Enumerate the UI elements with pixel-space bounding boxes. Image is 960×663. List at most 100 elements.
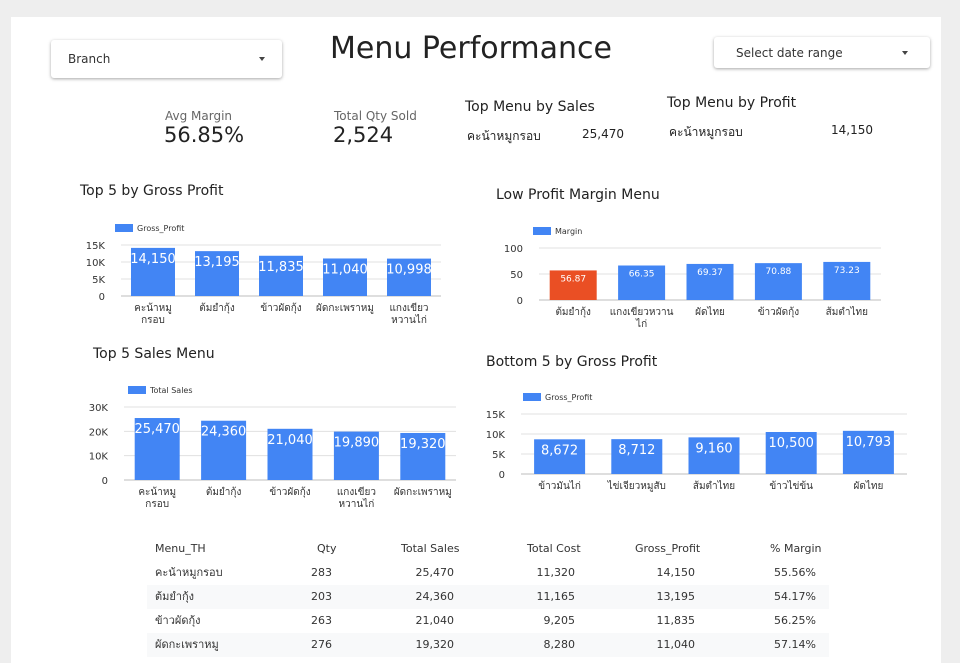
bar (842, 430, 894, 474)
legend-swatch (115, 224, 133, 232)
table-cell: คะน้าหมูกรอบ (155, 566, 223, 579)
table-row[interactable]: ผัดกะเพราหมู 276 19,320 8,280 11,040 57.14% (147, 633, 829, 657)
data-label: 10,998 (386, 263, 432, 278)
chart-top5-sales: 0 10K 20K 30K Total Sales 25,470 คะน้าหมูกรอบ 2… (89, 386, 456, 510)
chart-title-top5-gross-profit: Top 5 by Gross Profit (80, 183, 224, 199)
data-label: 11,835 (258, 260, 304, 275)
data-label: 73.23 (834, 266, 860, 276)
x-tick-label: หวานไก่ (391, 314, 427, 326)
table-cell: 263 (311, 614, 332, 627)
x-tick-label: แกงเขียวหวาน (610, 306, 674, 318)
table-cell: 21,040 (415, 614, 455, 627)
y-tick-label: 5K (492, 450, 505, 461)
legend-label: Margin (555, 227, 582, 236)
avg-margin-value: 56.85% (164, 123, 245, 147)
x-tick-label: ต้มยำกุ้ง (555, 306, 591, 318)
table-cell: ข้าวผัดกุ้ง (155, 614, 201, 627)
bar (765, 432, 817, 474)
y-tick-label: 100 (504, 244, 523, 255)
branch-dropdown[interactable]: Branch (51, 40, 282, 78)
x-tick-label: ต้มยำกุ้ง (199, 302, 235, 314)
data-label: 56.87 (560, 274, 586, 284)
y-tick-label: 10K (86, 258, 106, 269)
x-tick-label: ข้าวไข่ข้น (769, 480, 813, 492)
table-row[interactable]: คะน้าหมูกรอบ 283 25,470 11,320 14,150 55.56% (147, 561, 829, 585)
bar (686, 263, 734, 300)
y-tick-label: 30K (89, 403, 109, 414)
data-label: 8,672 (541, 443, 578, 458)
table-header[interactable]: Total Sales (401, 542, 460, 555)
y-tick-label: 20K (89, 427, 109, 438)
top-profit-title: Top Menu by Profit (667, 95, 797, 111)
table-header[interactable]: Total Cost (527, 542, 581, 555)
x-tick-label: ข้าวผัดกุ้ง (260, 302, 301, 314)
table-header-row: Menu_TH Qty Total Sales Total Cost Gross… (147, 537, 829, 561)
bar (549, 270, 597, 300)
chart-bottom5-gross-profit: 0 5K 10K 15K Gross_Profit 8,672 ข้าวมันไก่ 8,71… (486, 393, 907, 492)
x-tick-label: ส้มตำไทย (826, 306, 868, 318)
bar (333, 431, 379, 480)
chart-title-low-margin: Low Profit Margin Menu (496, 187, 660, 203)
y-tick-label: 10K (89, 452, 109, 463)
data-label: 14,150 (130, 252, 176, 267)
table-header[interactable]: Gross_Profit (635, 542, 701, 555)
y-tick-label: 15K (86, 241, 106, 252)
table-cell: 24,360 (415, 590, 455, 603)
chart-low-margin: 0 50 100 Margin 56.87 ต้มยำกุ้ง 66.35 แกงเขียวห… (504, 227, 881, 330)
table-cell: 56.25% (774, 614, 816, 627)
x-tick-label: ไก่ (635, 318, 647, 330)
y-tick-label: 15K (486, 410, 506, 421)
data-label: 10,793 (846, 435, 892, 450)
table-header[interactable]: Menu_TH (155, 542, 206, 555)
table-header[interactable]: Qty (317, 542, 337, 555)
avg-margin-label: Avg Margin (165, 109, 233, 123)
x-tick-label: ข้าวผัดกุ้ง (758, 306, 799, 318)
bar (400, 432, 446, 480)
date-range-dropdown[interactable]: Select date range (714, 37, 930, 68)
legend-label: Gross_Profit (545, 393, 592, 402)
table-cell: 54.17% (774, 590, 816, 603)
table-cell: 11,835 (656, 614, 696, 627)
bar (134, 418, 180, 480)
data-label: 66.35 (629, 269, 655, 279)
table-cell: 9,205 (543, 614, 576, 627)
table-row[interactable]: ข้าวผัดกุ้ง 263 21,040 9,205 11,835 56.25% (147, 609, 829, 633)
table-row[interactable]: ต้มยำกุ้ง 203 24,360 11,165 13,195 54.17% (147, 585, 829, 609)
x-tick-label: แกงเขียว (337, 486, 376, 498)
table-cell: 8,280 (543, 638, 576, 651)
table-header[interactable]: % Margin (770, 542, 822, 555)
dashboard-page: Branch Menu Performance Select date rang… (11, 17, 941, 663)
table-cell: ผัดกะเพราหมู (155, 638, 219, 651)
bar (201, 420, 247, 480)
legend-swatch (533, 227, 551, 235)
data-label: 9,160 (695, 441, 732, 456)
x-tick-label: แกงเขียว (389, 302, 428, 314)
x-tick-label: ผัดไทย (695, 306, 725, 318)
table-cell: 57.14% (774, 638, 816, 651)
x-tick-label: คะน้าหมู (134, 302, 172, 314)
data-label: 19,320 (400, 437, 446, 452)
x-tick-label: ผัดกะเพราหมู (394, 487, 452, 498)
table-cell: 13,195 (656, 590, 696, 603)
data-label: 10,500 (768, 436, 814, 451)
y-tick-label: 10K (486, 430, 506, 441)
data-label: 19,890 (334, 436, 380, 451)
y-tick-label: 0 (499, 470, 505, 481)
x-tick-label: ผัดไทย (853, 480, 883, 492)
bar (754, 263, 802, 300)
x-tick-label: ส้มตำไทย (693, 480, 735, 492)
total-qty-label: Total Qty Sold (334, 109, 417, 123)
y-tick-label: 5K (92, 275, 105, 286)
top-sales-menu: คะน้าหมูกรอบ (467, 129, 541, 143)
bar (534, 439, 586, 474)
bar (823, 261, 871, 300)
caret-down-icon (902, 50, 908, 55)
bar (618, 265, 666, 300)
table-cell: 11,165 (536, 590, 576, 603)
legend-label: Gross_Profit (137, 224, 184, 233)
data-label: 21,040 (267, 433, 313, 448)
chart-top5-gross-profit: 0 5K 10K 15K Gross_Profit 14,150 คะน้าหมูกรอบ 1… (86, 224, 441, 326)
total-qty-value: 2,524 (333, 123, 394, 147)
bar (323, 258, 367, 296)
bar (131, 247, 175, 296)
